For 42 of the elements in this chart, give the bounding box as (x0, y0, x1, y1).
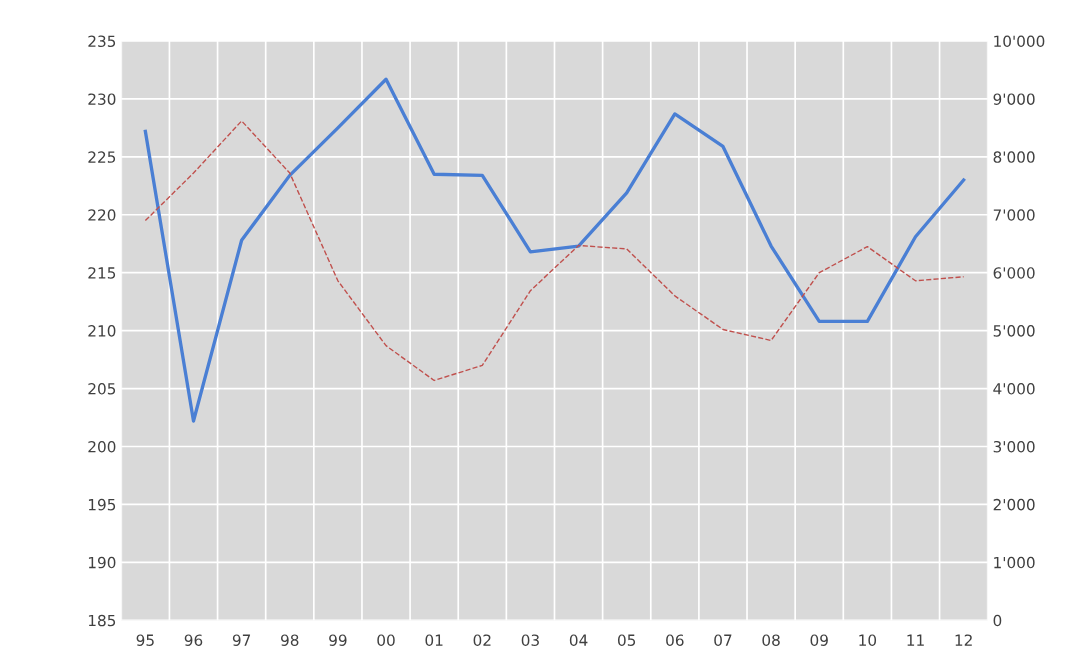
y2-tick-label: 2'000 (993, 498, 1035, 511)
y2-tick-label: 5'000 (993, 325, 1035, 337)
y2-tick-label: 8'000 (993, 151, 1035, 163)
y-tick-label: 190 (88, 556, 116, 569)
line-series (143, 77, 966, 423)
y2-tick-label: 0 (993, 614, 1002, 627)
x-tick-label: 98 (281, 634, 299, 646)
x-tick-label: 08 (762, 634, 780, 646)
y-tick-label: 225 (88, 151, 116, 163)
y-tick-label: 205 (88, 383, 116, 395)
x-tick-label: 04 (569, 634, 588, 646)
y2-tick-label: 4'000 (993, 383, 1035, 395)
y-tick-label: 210 (88, 325, 116, 337)
y2-tick-label: 6'000 (993, 267, 1035, 279)
y2-tick-label: 10'000 (994, 35, 1045, 48)
x-tick-label: 01 (425, 634, 443, 646)
x-tick-label: 05 (617, 634, 636, 646)
x-tick-label: 00 (377, 634, 395, 646)
y2-tick-label: 9'000 (993, 93, 1035, 105)
y-tick-label: 235 (88, 35, 116, 48)
x-tick-label: 10 (859, 634, 877, 646)
x-tick-label: 07 (714, 634, 732, 646)
x-tick-label: 06 (666, 634, 684, 646)
line-series (144, 120, 965, 382)
x-tick-label: 96 (184, 634, 203, 646)
y-tick-label: 215 (88, 267, 116, 279)
x-tick-label: 97 (232, 634, 251, 646)
y2-tick-label: 3'000 (993, 440, 1035, 453)
y2-tick-label: 1'000 (994, 556, 1035, 569)
x-tick-label: 99 (329, 634, 347, 646)
y-tick-label: 220 (88, 209, 116, 221)
y-tick-label: 200 (88, 440, 116, 453)
x-tick-label: 12 (955, 634, 972, 646)
x-tick-label: 11 (907, 634, 924, 646)
y-tick-label: 230 (88, 93, 116, 105)
y-tick-label: 195 (88, 498, 116, 511)
x-tick-label: 02 (473, 634, 491, 646)
x-tick-label: 95 (136, 634, 154, 646)
y-tick-label: 185 (88, 614, 116, 627)
x-tick-label: 03 (521, 634, 539, 646)
y2-tick-label: 7'000 (993, 209, 1035, 221)
x-tick-label: 09 (810, 634, 828, 646)
